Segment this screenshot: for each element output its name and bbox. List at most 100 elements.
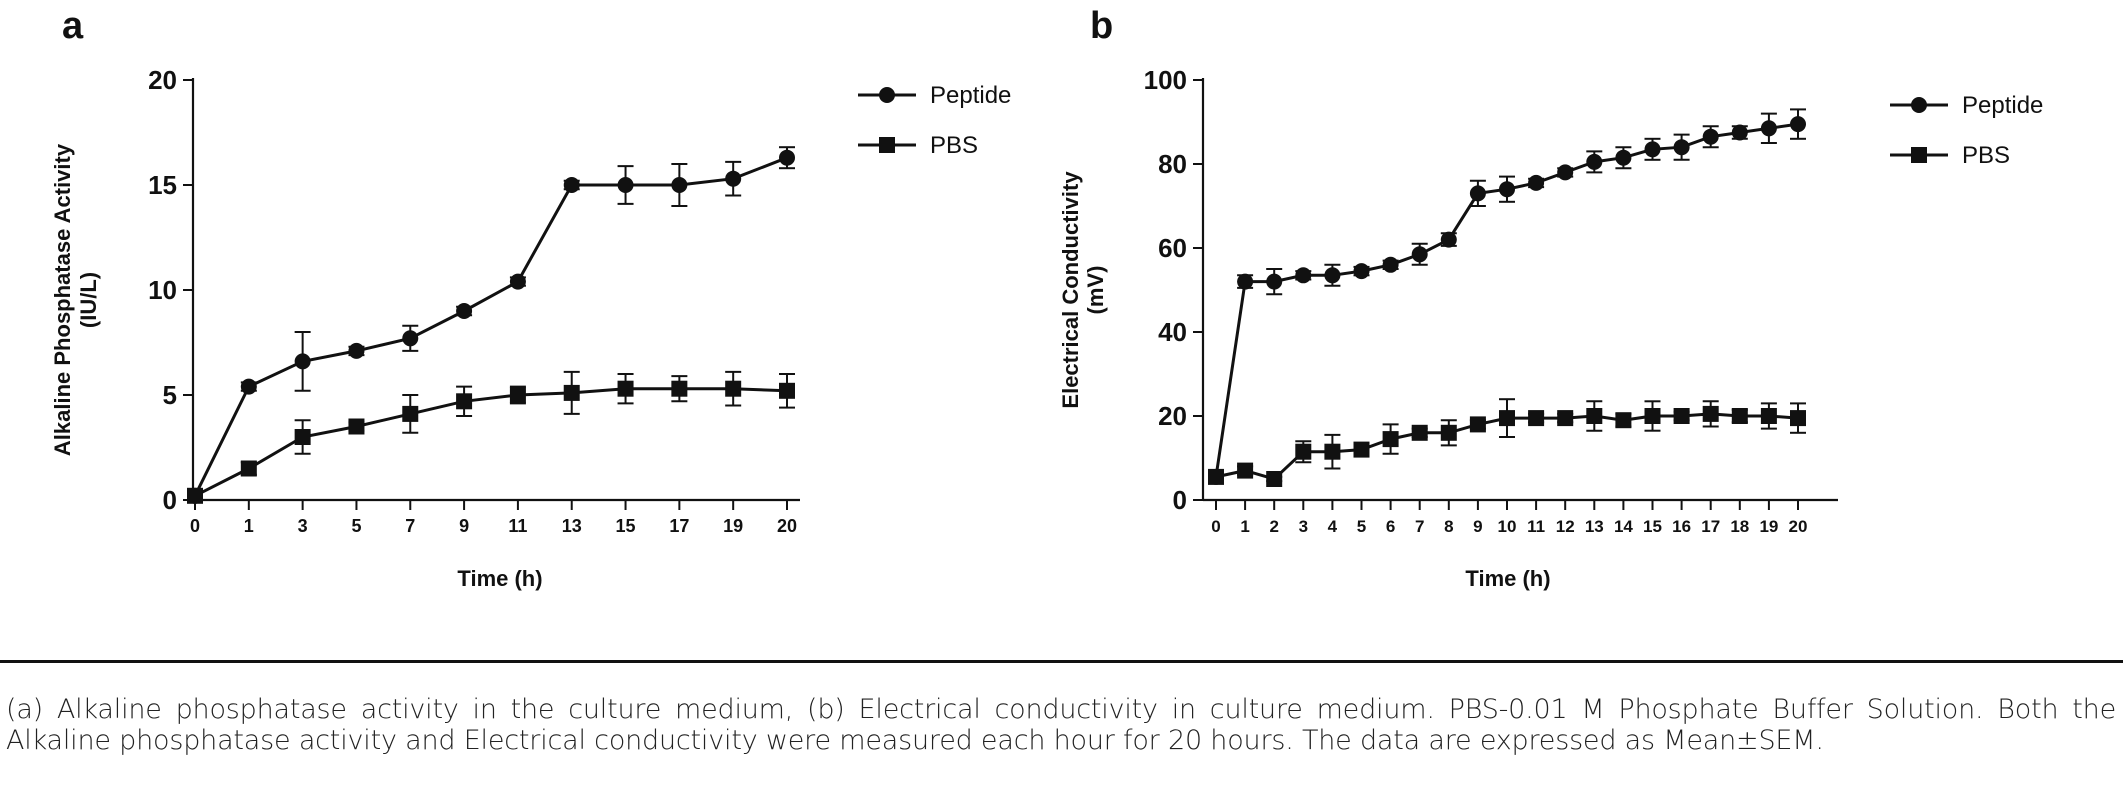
data-point-square <box>1644 408 1661 424</box>
x-tick-label: 3 <box>1299 517 1308 536</box>
x-tick-label: 15 <box>616 516 636 536</box>
x-tick-label: 20 <box>777 516 797 536</box>
series-line-peptide <box>193 156 788 497</box>
data-point-circle <box>348 342 365 359</box>
data-point-square <box>1557 410 1574 427</box>
y-axis-title: Electrical Conductivity <box>1058 171 1083 409</box>
data-point-square <box>1353 441 1370 458</box>
data-point-square <box>1731 408 1748 424</box>
data-point-circle <box>1790 116 1806 133</box>
y-axis-title-unit: (IU/L) <box>76 272 101 328</box>
data-point-square <box>187 487 203 504</box>
x-tick-label: 7 <box>1415 517 1424 536</box>
data-point-square <box>509 387 526 403</box>
x-tick-label: 14 <box>1614 517 1633 536</box>
data-point-square <box>617 380 634 397</box>
data-point-square <box>1208 468 1224 485</box>
x-tick-label: 18 <box>1730 517 1749 536</box>
x-axis-title: Time (h) <box>457 566 542 591</box>
x-tick-label: 3 <box>298 516 308 536</box>
data-point-square <box>1528 410 1545 427</box>
data-point-square <box>1586 408 1603 424</box>
data-point-circle <box>1353 263 1370 280</box>
data-point-circle <box>240 378 257 395</box>
data-point-square <box>1790 410 1806 427</box>
data-point-square <box>1411 424 1428 441</box>
data-point-circle <box>725 170 742 187</box>
x-tick-label: 9 <box>459 516 469 536</box>
data-point-square <box>1324 443 1341 460</box>
x-tick-label: 0 <box>190 516 200 536</box>
x-tick-label: 10 <box>1498 517 1517 536</box>
data-point-circle <box>1324 267 1341 284</box>
data-point-circle <box>1266 273 1283 290</box>
data-point-circle <box>1469 185 1486 202</box>
y-tick-label: 40 <box>1158 317 1187 347</box>
y-tick-label: 0 <box>1173 485 1187 515</box>
data-point-square <box>240 460 257 477</box>
x-tick-label: 9 <box>1473 517 1482 536</box>
data-point-circle <box>1499 181 1515 198</box>
data-point-square <box>1382 431 1399 448</box>
data-point-circle <box>1760 120 1777 137</box>
x-tick-label: 15 <box>1643 517 1662 536</box>
x-tick-label: 19 <box>1759 517 1778 536</box>
data-point-circle <box>1673 139 1690 156</box>
data-point-circle <box>1382 256 1399 273</box>
legend-marker-circle <box>1911 97 1927 113</box>
x-tick-label: 13 <box>1585 517 1604 536</box>
y-tick-label: 20 <box>1158 401 1187 431</box>
data-point-circle <box>1440 231 1457 248</box>
data-point-circle <box>294 353 311 370</box>
data-point-square <box>563 384 580 401</box>
data-point-square <box>456 393 473 410</box>
data-point-circle <box>1237 273 1254 290</box>
panel-letter: b <box>1090 5 1113 47</box>
x-tick-label: 1 <box>1240 517 1249 536</box>
data-point-circle <box>1295 267 1312 284</box>
data-point-square <box>1499 410 1515 427</box>
data-point-square <box>1760 408 1777 424</box>
y-tick-label: 5 <box>163 380 177 410</box>
panel-letter: a <box>62 5 84 47</box>
data-point-circle <box>1702 128 1719 145</box>
x-tick-label: 8 <box>1444 517 1453 536</box>
y-axis-title: Alkaline Phosphatase Activity <box>50 143 75 456</box>
caption-divider <box>0 660 2123 663</box>
legend-label: PBS <box>1962 142 2010 169</box>
x-tick-label: 17 <box>1701 517 1720 536</box>
x-tick-label: 6 <box>1386 517 1395 536</box>
data-point-circle <box>402 330 419 347</box>
x-tick-label: 16 <box>1672 517 1691 536</box>
data-point-square <box>294 429 311 445</box>
x-tick-label: 17 <box>669 516 689 536</box>
data-point-square <box>1673 408 1690 424</box>
data-point-circle <box>617 177 634 193</box>
data-point-circle <box>1644 141 1661 158</box>
data-point-square <box>1295 443 1312 460</box>
data-point-circle <box>456 303 473 319</box>
data-point-circle <box>1731 124 1748 141</box>
data-point-square <box>1266 471 1283 487</box>
x-tick-label: 11 <box>1527 517 1545 536</box>
data-point-square <box>1702 405 1719 422</box>
data-point-square <box>779 382 795 399</box>
data-point-square <box>1440 424 1457 441</box>
y-tick-label: 10 <box>148 275 177 305</box>
y-tick-label: 15 <box>148 170 177 200</box>
y-tick-label: 80 <box>1158 149 1187 179</box>
data-point-square <box>1615 412 1632 429</box>
x-tick-label: 0 <box>1211 517 1220 536</box>
data-point-square <box>402 405 419 422</box>
legend-label: Peptide <box>930 82 1011 109</box>
legend-marker-square <box>879 137 895 153</box>
data-point-circle <box>1528 174 1545 191</box>
data-point-square <box>348 418 365 435</box>
x-tick-label: 12 <box>1556 517 1575 536</box>
data-point-circle <box>563 177 580 193</box>
x-tick-label: 5 <box>1357 517 1366 536</box>
x-tick-label: 19 <box>723 516 743 536</box>
